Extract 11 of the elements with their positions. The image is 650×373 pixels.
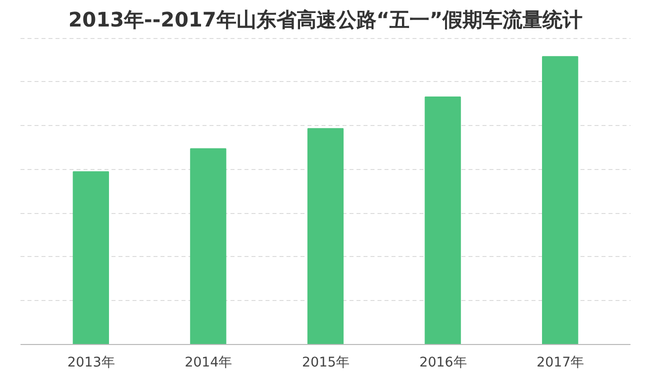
bar <box>542 56 578 344</box>
chart-title: 2013年--2017年山东省高速公路“五一”假期车流量统计 <box>68 8 583 32</box>
x-tick-label: 2017年 <box>536 356 584 370</box>
bar <box>72 171 109 344</box>
x-tick-label: 2014年 <box>184 356 232 370</box>
bar <box>190 148 226 344</box>
bar <box>424 96 461 344</box>
x-tick-label: 2016年 <box>419 356 466 370</box>
x-tick-label: 2013年 <box>67 356 114 370</box>
x-tick-label: 2015年 <box>302 356 349 370</box>
bar <box>307 128 344 344</box>
